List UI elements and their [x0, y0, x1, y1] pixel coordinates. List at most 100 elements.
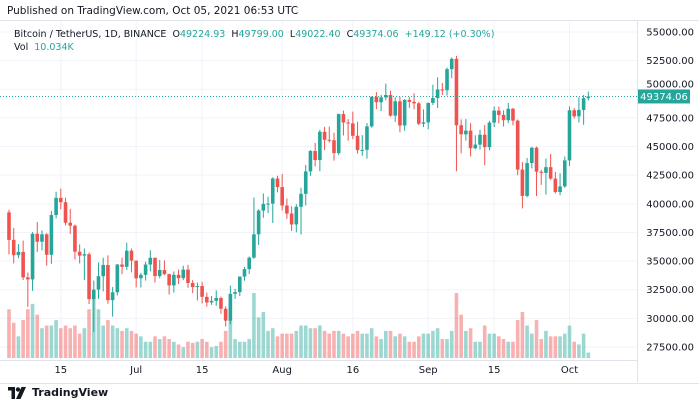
- candle: [482, 125, 487, 166]
- candle-body: [303, 171, 308, 194]
- candle: [139, 272, 143, 288]
- candle-body: [454, 58, 459, 126]
- volume-bar: [416, 336, 421, 358]
- candle: [77, 244, 82, 264]
- volume-bar: [539, 339, 544, 358]
- volume-bar: [299, 325, 303, 358]
- candle: [200, 281, 204, 304]
- volume-bar: [270, 328, 275, 358]
- candle-body: [515, 120, 520, 170]
- price-tick-label: 52500.00: [646, 56, 694, 67]
- candle-body: [511, 108, 515, 121]
- volume-bar: [577, 344, 581, 358]
- candle-body: [520, 169, 525, 196]
- volume-label: Vol: [14, 42, 29, 53]
- candle-body: [360, 149, 365, 151]
- volume-bar: [237, 341, 242, 358]
- candle-body: [374, 96, 379, 103]
- volume-bar: [21, 320, 25, 358]
- candle-body: [115, 264, 120, 293]
- time-tick-label: Jul: [129, 365, 142, 376]
- candle-body: [134, 260, 138, 279]
- candle-body: [237, 276, 242, 293]
- candle-body: [63, 202, 68, 223]
- volume-bar: [82, 328, 87, 358]
- open-value: 49224.93: [179, 29, 226, 40]
- volume-bar: [172, 341, 176, 358]
- candle: [360, 135, 365, 156]
- candle-body: [308, 151, 313, 172]
- candle: [388, 90, 393, 117]
- volume-bar: [40, 328, 44, 358]
- candle-body: [214, 297, 219, 301]
- candle-body: [21, 251, 25, 278]
- candle: [68, 208, 73, 234]
- candle: [54, 191, 58, 219]
- volume-bar: [176, 344, 181, 358]
- candle: [412, 93, 416, 110]
- candle-body: [223, 308, 228, 321]
- candle-body: [181, 269, 186, 279]
- volume-bar: [393, 336, 398, 358]
- volume-bar: [581, 333, 586, 358]
- candle: [355, 121, 360, 154]
- candle: [275, 175, 280, 193]
- candle: [577, 97, 581, 123]
- candle: [426, 102, 430, 130]
- grid: [0, 21, 638, 382]
- change-value: +149.12 (+0.30%): [404, 29, 495, 40]
- candle: [553, 171, 558, 194]
- candle: [497, 106, 501, 124]
- volume-bar: [162, 336, 167, 358]
- candle-body: [318, 131, 322, 161]
- candle-body: [445, 69, 449, 91]
- chart-frame: [0, 20, 699, 384]
- volume-bar: [106, 320, 110, 358]
- volume-bar: [478, 341, 482, 358]
- candle: [515, 119, 520, 176]
- volume-bar: [369, 328, 374, 358]
- time-tick-label: 16: [346, 365, 359, 376]
- candle: [91, 280, 96, 333]
- symbol-legend: Bitcoin / TetherUS, 1D, BINANCE O49224.9…: [14, 28, 494, 54]
- candle-body: [468, 130, 473, 149]
- volume-bar: [35, 314, 40, 358]
- candlestick-chart[interactable]: 55000.00 52500.00 50000.00 47500.00 45000.00…: [0, 0, 700, 384]
- footer-brand[interactable]: TradingView: [8, 386, 108, 399]
- time-tick-label: Aug: [272, 365, 292, 376]
- candle: [82, 248, 87, 281]
- volume-bar: [346, 336, 350, 358]
- candle: [393, 97, 398, 122]
- candle-body: [341, 114, 346, 123]
- price-tick-label: 32500.00: [646, 285, 694, 296]
- volume-bar: [87, 309, 91, 358]
- volume-bar: [379, 339, 383, 358]
- volume-bar: [143, 341, 148, 358]
- candle: [487, 120, 492, 151]
- candle-body: [501, 114, 506, 121]
- volume-bar: [464, 330, 468, 358]
- candle: [346, 119, 350, 141]
- volume-bar: [7, 309, 11, 358]
- candle: [336, 113, 341, 156]
- candle: [63, 197, 68, 226]
- candle-body: [478, 134, 482, 145]
- candle-body: [228, 293, 233, 321]
- candle: [416, 101, 421, 126]
- volume-bar: [266, 330, 270, 358]
- volume-bar: [242, 341, 247, 358]
- candle: [106, 255, 110, 304]
- candle: [558, 173, 562, 196]
- volume-bar: [384, 330, 388, 358]
- candle-body: [407, 99, 412, 102]
- candle: [285, 198, 289, 219]
- symbol-title[interactable]: Bitcoin / TetherUS, 1D, BINANCE: [14, 29, 167, 40]
- candle: [96, 262, 101, 299]
- candle: [520, 162, 525, 209]
- volume-bar: [530, 333, 534, 358]
- candle: [242, 266, 247, 281]
- candle-body: [148, 257, 153, 265]
- candle-body: [77, 251, 82, 256]
- candle-body: [139, 274, 143, 279]
- candle-body: [577, 109, 581, 117]
